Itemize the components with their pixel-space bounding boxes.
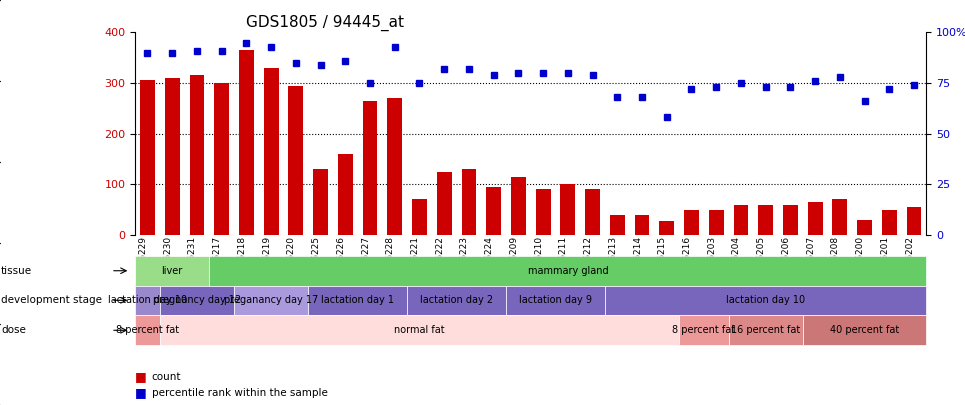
Bar: [165, 78, 179, 235]
Text: dose: dose: [1, 325, 26, 335]
Text: ■: ■: [135, 370, 147, 383]
Text: 40 percent fat: 40 percent fat: [830, 325, 899, 335]
Text: lactation day 10: lactation day 10: [726, 295, 805, 305]
Bar: [437, 172, 452, 235]
Text: count: count: [152, 372, 181, 382]
Bar: [733, 205, 749, 235]
Bar: [140, 81, 154, 235]
Text: GDS1805 / 94445_at: GDS1805 / 94445_at: [246, 15, 404, 31]
Bar: [833, 200, 847, 235]
Text: 8 percent fat: 8 percent fat: [673, 325, 735, 335]
Text: lactation day 9: lactation day 9: [519, 295, 592, 305]
Bar: [561, 184, 575, 235]
Bar: [289, 85, 303, 235]
Bar: [412, 200, 427, 235]
Bar: [536, 190, 550, 235]
Bar: [684, 210, 699, 235]
Text: lactation day 1: lactation day 1: [321, 295, 394, 305]
Bar: [585, 190, 600, 235]
Text: percentile rank within the sample: percentile rank within the sample: [152, 388, 327, 398]
Bar: [214, 83, 229, 235]
Bar: [461, 169, 477, 235]
Text: liver: liver: [161, 266, 182, 276]
Text: development stage: development stage: [1, 295, 102, 305]
Text: mammary gland: mammary gland: [528, 266, 608, 276]
Text: tissue: tissue: [1, 266, 32, 276]
Bar: [857, 220, 872, 235]
Text: pregnancy day 12: pregnancy day 12: [152, 295, 241, 305]
Bar: [263, 68, 279, 235]
Bar: [338, 154, 353, 235]
Bar: [610, 215, 624, 235]
Text: 8 percent fat: 8 percent fat: [116, 325, 179, 335]
Bar: [313, 169, 328, 235]
Bar: [783, 205, 798, 235]
Bar: [635, 215, 649, 235]
Bar: [239, 50, 254, 235]
Bar: [882, 210, 896, 235]
Bar: [808, 202, 822, 235]
Bar: [907, 207, 922, 235]
Text: 16 percent fat: 16 percent fat: [731, 325, 800, 335]
Text: lactation day 2: lactation day 2: [420, 295, 493, 305]
Bar: [189, 75, 205, 235]
Text: normal fat: normal fat: [394, 325, 445, 335]
Bar: [511, 177, 526, 235]
Text: lactation day 10: lactation day 10: [108, 295, 187, 305]
Bar: [363, 101, 377, 235]
Bar: [758, 205, 773, 235]
Text: ■: ■: [135, 386, 147, 399]
Bar: [486, 187, 501, 235]
Bar: [708, 210, 724, 235]
Text: preganancy day 17: preganancy day 17: [224, 295, 318, 305]
Bar: [387, 98, 402, 235]
Bar: [659, 221, 675, 235]
